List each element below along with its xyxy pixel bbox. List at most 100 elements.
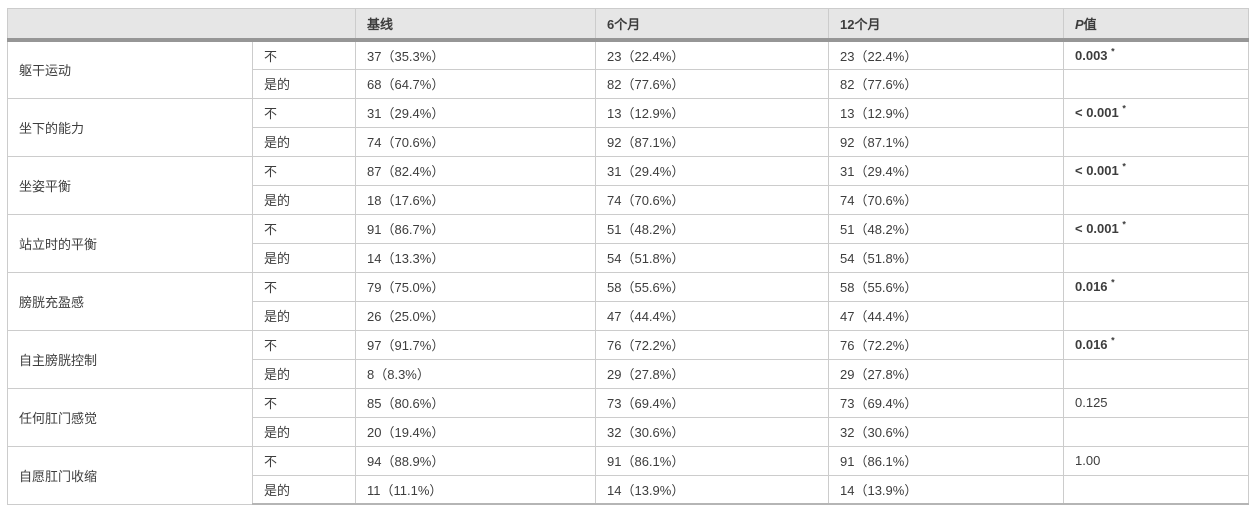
p-value-cell: 0.125 [1063, 387, 1249, 418]
p-value-text: 1.00 [1075, 453, 1101, 468]
answer-yes-cell: 是的 [252, 68, 356, 99]
month6-value-cell: 76（72.2%） [595, 329, 829, 360]
table-row-no: 坐下的能力不 31（29.4%） 13（12.9%） 13（12.9%） < 0.001… [7, 97, 1249, 157]
month6-value-cell: 31（29.4%） [595, 155, 829, 186]
p-value-text: < 0.001 [1075, 221, 1119, 236]
p-value-text: 0.016 [1075, 337, 1108, 352]
baseline-value-cell: 31（29.4%） [355, 97, 596, 128]
p-value-empty-cell [1063, 68, 1249, 99]
table-body: 躯干运动不 37（35.3%） 23（22.4%） 23（22.4%） 0.003 * 是… [7, 39, 1249, 505]
answer-yes-cell: 是的 [252, 300, 356, 331]
p-value-cell: < 0.001 * [1063, 155, 1249, 186]
table-row-no: 自主膀胱控制不 97（91.7%） 76（72.2%） 76（72.2%） 0.016 … [7, 329, 1249, 389]
answer-yes-cell: 是的 [252, 184, 356, 215]
category-cell: 躯干运动 [7, 39, 253, 99]
p-value-text: < 0.001 [1075, 105, 1119, 120]
outcomes-table: 基线 6个月 12个月 P值 躯干运动不 37（35.3%） 23（22.4%） 23… [7, 8, 1249, 505]
header-12-months: 12个月 [828, 8, 1064, 42]
table-row-no: 坐姿平衡不 87（82.4%） 31（29.4%） 31（29.4%） < 0.001 … [7, 155, 1249, 215]
header-p-value: P值 [1063, 8, 1249, 42]
table-row-yes: 是的 18（17.6%） 74（70.6%） 74（70.6%） [8, 184, 1249, 215]
significance-asterisk: * [1111, 46, 1115, 57]
p-value-empty-cell [1063, 184, 1249, 215]
significance-asterisk: * [1122, 161, 1126, 172]
p-value-cell: < 0.001 * [1063, 97, 1249, 128]
answer-no-cell: 不 [252, 445, 356, 476]
category-cell: 自主膀胱控制 [7, 329, 253, 389]
month12-value-cell: 54（51.8%） [828, 242, 1064, 273]
category-cell: 坐下的能力 [7, 97, 253, 157]
header-spacer-cell [7, 8, 356, 42]
answer-no-cell: 不 [252, 387, 356, 418]
table-row-no: 自愿肛门收缩不 94（88.9%） 91（86.1%） 91（86.1%） 1.00 [7, 445, 1249, 505]
table-row-yes: 是的 74（70.6%） 92（87.1%） 92（87.1%） [8, 126, 1249, 157]
table-row-no: 膀胱充盈感不 79（75.0%） 58（55.6%） 58（55.6%） 0.016 * [7, 271, 1249, 331]
month12-value-cell: 82（77.6%） [828, 68, 1064, 99]
significance-asterisk: * [1122, 219, 1126, 230]
answer-yes-cell: 是的 [252, 358, 356, 389]
baseline-value-cell: 37（35.3%） [355, 39, 596, 70]
month6-value-cell: 74（70.6%） [595, 184, 829, 215]
month6-value-cell: 32（30.6%） [595, 416, 829, 447]
baseline-value-cell: 68（64.7%） [355, 68, 596, 99]
answer-no-cell: 不 [252, 271, 356, 302]
month12-value-cell: 58（55.6%） [828, 271, 1064, 302]
baseline-value-cell: 79（75.0%） [355, 271, 596, 302]
month12-value-cell: 76（72.2%） [828, 329, 1064, 360]
month12-value-cell: 92（87.1%） [828, 126, 1064, 157]
answer-no-cell: 不 [252, 155, 356, 186]
p-value-cell: 0.016 * [1063, 271, 1249, 302]
p-value-cell: 0.003 * [1063, 39, 1249, 70]
p-value-cell: 1.00 [1063, 445, 1249, 476]
category-cell: 站立时的平衡 [7, 213, 253, 273]
table-row-no: 躯干运动不 37（35.3%） 23（22.4%） 23（22.4%） 0.003 * [7, 39, 1249, 99]
table-row-yes: 是的 11（11.1%） 14（13.9%） 14（13.9%） [8, 474, 1249, 505]
answer-yes-cell: 是的 [252, 242, 356, 273]
month12-value-cell: 51（48.2%） [828, 213, 1064, 244]
answer-yes-cell: 是的 [252, 474, 356, 505]
baseline-value-cell: 91（86.7%） [355, 213, 596, 244]
p-value-text: < 0.001 [1075, 163, 1119, 178]
month6-value-cell: 82（77.6%） [595, 68, 829, 99]
month12-value-cell: 91（86.1%） [828, 445, 1064, 476]
p-value-empty-cell [1063, 126, 1249, 157]
baseline-value-cell: 14（13.3%） [355, 242, 596, 273]
significance-asterisk: * [1111, 277, 1115, 288]
month6-value-cell: 14（13.9%） [595, 474, 829, 505]
answer-no-cell: 不 [252, 97, 356, 128]
outcomes-table-container: 基线 6个月 12个月 P值 躯干运动不 37（35.3%） 23（22.4%） 23… [7, 8, 1249, 505]
month12-value-cell: 32（30.6%） [828, 416, 1064, 447]
month12-value-cell: 13（12.9%） [828, 97, 1064, 128]
baseline-value-cell: 20（19.4%） [355, 416, 596, 447]
month6-value-cell: 29（27.8%） [595, 358, 829, 389]
month6-value-cell: 58（55.6%） [595, 271, 829, 302]
header-row: 基线 6个月 12个月 P值 [7, 8, 1249, 42]
baseline-value-cell: 18（17.6%） [355, 184, 596, 215]
p-value-empty-cell [1063, 242, 1249, 273]
answer-no-cell: 不 [252, 39, 356, 70]
table-row-yes: 是的 68（64.7%） 82（77.6%） 82（77.6%） [8, 68, 1249, 99]
answer-yes-cell: 是的 [252, 126, 356, 157]
p-value-empty-cell [1063, 300, 1249, 331]
header-6-months: 6个月 [595, 8, 829, 42]
p-value-text: 0.016 [1075, 279, 1108, 294]
month6-value-cell: 92（87.1%） [595, 126, 829, 157]
category-cell: 坐姿平衡 [7, 155, 253, 215]
baseline-value-cell: 26（25.0%） [355, 300, 596, 331]
month12-value-cell: 29（27.8%） [828, 358, 1064, 389]
category-cell: 膀胱充盈感 [7, 271, 253, 331]
month6-value-cell: 91（86.1%） [595, 445, 829, 476]
month12-value-cell: 74（70.6%） [828, 184, 1064, 215]
month6-value-cell: 23（22.4%） [595, 39, 829, 70]
month6-value-cell: 13（12.9%） [595, 97, 829, 128]
p-value-empty-cell [1063, 416, 1249, 447]
month6-value-cell: 47（44.4%） [595, 300, 829, 331]
baseline-value-cell: 11（11.1%） [355, 474, 596, 505]
month12-value-cell: 14（13.9%） [828, 474, 1064, 505]
answer-no-cell: 不 [252, 213, 356, 244]
p-value-cell: 0.016 * [1063, 329, 1249, 360]
p-value-italic-p: P [1075, 16, 1084, 32]
p-value-empty-cell [1063, 358, 1249, 389]
table-row-no: 任何肛门感觉不 85（80.6%） 73（69.4%） 73（69.4%） 0.125 [7, 387, 1249, 447]
p-value-text: 0.125 [1075, 395, 1108, 410]
